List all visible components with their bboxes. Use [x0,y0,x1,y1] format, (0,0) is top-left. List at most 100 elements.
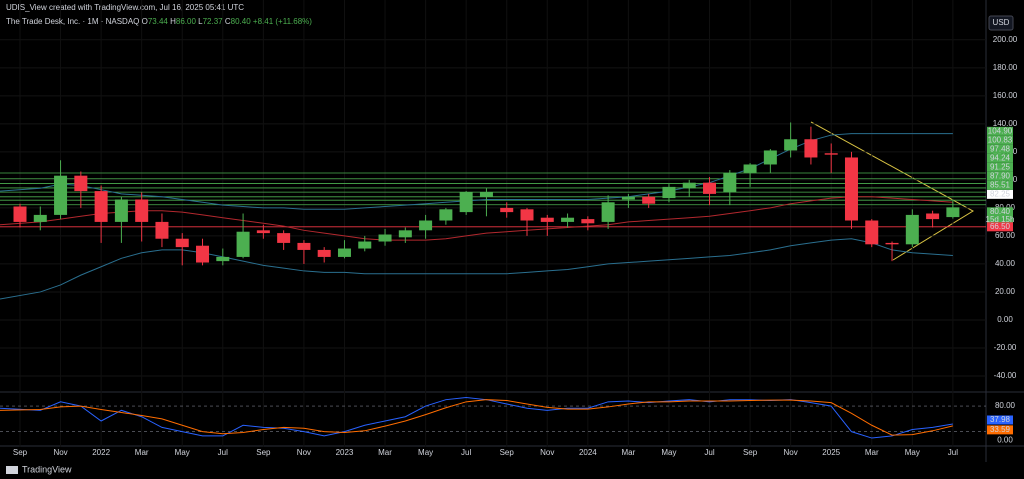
level-label: 87.90 [990,171,1011,180]
level-label-bg [987,153,1013,163]
candle-body [905,214,919,245]
x-tick-label: Jul [218,448,228,457]
candle-body [358,241,372,249]
level-label-bg [987,144,1013,154]
indicator-line [0,238,953,300]
candle-body [824,153,838,155]
legend-key: L [198,17,203,26]
level-label: 97.48 [990,144,1011,153]
candle-body [33,214,47,222]
candle-body [804,139,818,158]
candle-body [723,172,737,193]
y-tick-label: 200.00 [993,35,1018,44]
x-tick-label: May [661,448,676,457]
level-label-bg [987,180,1013,190]
level-label-bg [987,162,1013,172]
candle-body [54,175,68,215]
candle-body [926,213,940,220]
x-tick-label: 2022 [92,448,110,457]
candle-body [844,157,858,221]
candle-body [885,242,899,245]
candle-body [682,182,696,189]
legend-change: +8.41 (+11.68%) [253,17,312,26]
candle-body [540,217,554,222]
candle-body [256,230,270,234]
candle-body [337,248,351,257]
x-tick-label: Jul [704,448,714,457]
candle-body [784,139,798,151]
level-label: 85.51 [990,180,1011,189]
oscillator-label: 33.59 [990,425,1011,434]
brand: TradingView [22,464,72,474]
x-tick-label: May [175,448,190,457]
level-label: 104.90 [988,126,1013,135]
x-tick-label: Sep [500,448,515,457]
candle-body [135,199,149,222]
x-tick-label: Jul [461,448,471,457]
candle-body [500,207,514,213]
indicator-line [0,196,953,241]
candle-body [74,175,88,192]
countdown: 15d 15h [986,215,1015,224]
y-tick-label: 0.00 [997,315,1013,324]
y-tick-label: 160.00 [993,91,1018,100]
y2-tick-label: 0.00 [997,435,1013,444]
candle-body [216,256,230,262]
level-label: 94.24 [990,153,1011,162]
candle-body [561,217,575,222]
candle-body [865,220,879,245]
x-tick-label: Nov [53,448,67,457]
candle-body [114,199,128,222]
candle-body [479,192,493,197]
y-tick-label: -40.00 [994,371,1017,380]
level-label-bg [987,189,1013,199]
candle-body [459,192,473,213]
y-tick-label: 140.00 [993,119,1018,128]
candle-body [419,220,433,231]
candle-body [621,196,635,200]
candle-body [236,231,250,257]
candle-body [297,242,311,250]
brand-logo [6,466,18,474]
x-tick-label: Nov [297,448,311,457]
x-tick-label: May [418,448,433,457]
candle-body [520,209,534,221]
level-label-bg [987,135,1013,145]
oscillator-label: 37.98 [990,415,1011,424]
x-tick-label: Jul [948,448,958,457]
candle-body [763,150,777,165]
y-tick-label: 180.00 [993,63,1018,72]
candle-body [317,249,331,257]
legend-key: O [142,17,148,26]
level-label: 100.83 [988,135,1013,144]
oscillator-label-bg [987,425,1013,435]
currency-button[interactable] [988,15,1014,31]
support-label-bg [987,222,1013,232]
candle-body [743,164,757,173]
candle-body [13,206,27,222]
candle-body [94,191,108,222]
x-tick-label: Sep [256,448,271,457]
x-tick-label: Nov [540,448,554,457]
x-tick-label: 2023 [336,448,354,457]
x-tick-label: Sep [743,448,758,457]
currency[interactable]: USD [993,18,1010,27]
y-tick-label: 60.00 [995,231,1016,240]
grid [0,0,986,447]
level-label-bg [987,171,1013,181]
x-tick-label: Mar [622,448,636,457]
header: UDIS_View created with TradingView.com, … [6,3,244,12]
legend-key: H [170,17,176,26]
x-tick-label: Sep [13,448,28,457]
candle-body [581,219,595,224]
level-label-bg [987,126,1013,136]
legend-value: 86.00 [176,17,197,26]
candle-body [662,186,676,199]
candle-body [277,233,291,243]
candle-body [601,202,615,222]
last-price-label: 80.40 [990,207,1011,216]
legend-value: 73.44 [148,17,169,26]
candle-body [175,238,189,248]
y2-tick-label: 80.00 [995,401,1016,410]
x-tick-label: Nov [784,448,798,457]
